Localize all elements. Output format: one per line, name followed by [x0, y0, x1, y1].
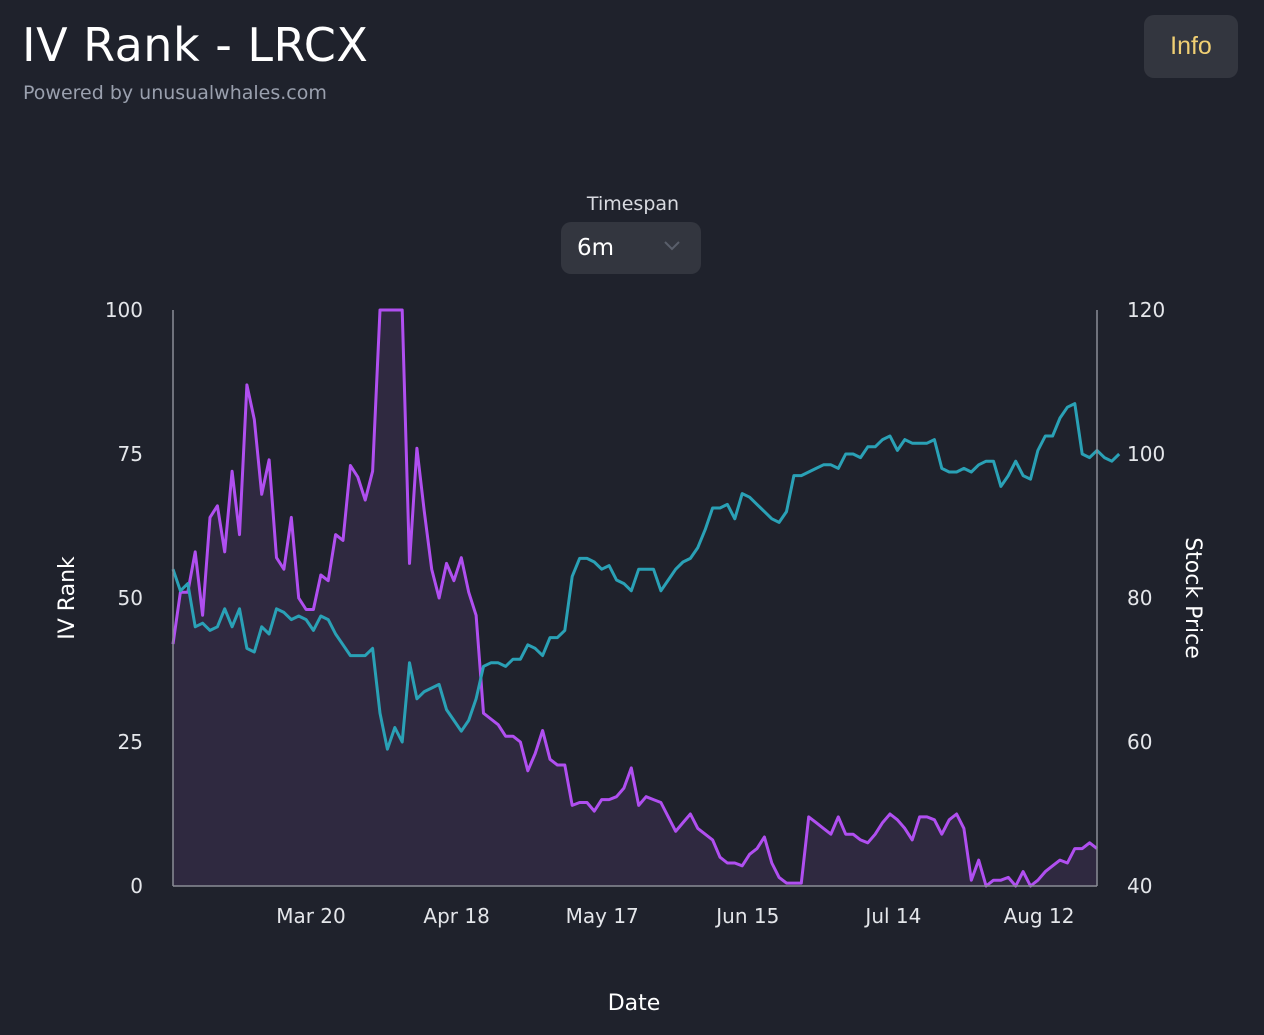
x-tick-label: Mar 20	[276, 904, 346, 928]
chevron-down-icon	[664, 241, 680, 251]
y-left-tick-label: 25	[118, 730, 143, 754]
info-button[interactable]: Info	[1144, 15, 1238, 78]
y-right-tick-label: 40	[1127, 874, 1152, 898]
page-title: IV Rank - LRCX	[22, 18, 369, 72]
x-tick-label: May 17	[566, 904, 639, 928]
y-right-tick-label: 80	[1127, 586, 1152, 610]
y-left-tick-label: 50	[118, 586, 143, 610]
stock-price-line	[171, 402, 1121, 751]
timespan-select[interactable]: 6m	[561, 222, 701, 274]
x-tick-label: Apr 18	[423, 904, 489, 928]
x-tick-label: Jun 15	[714, 904, 779, 928]
x-axis-title: Date	[608, 991, 661, 1016]
y-left-tick-label: 75	[118, 442, 143, 466]
powered-by-subtitle: Powered by unusualwhales.com	[23, 82, 327, 104]
y-left-tick-label: 0	[130, 874, 143, 898]
x-tick-label: Aug 12	[1004, 904, 1075, 928]
iv-rank-line	[171, 308, 1098, 888]
y-right-tick-label: 120	[1127, 298, 1165, 322]
iv-rank-area	[173, 310, 1097, 886]
plot-area	[171, 308, 1121, 888]
chart-axes: 0 25 50 75 100 40 60 80 100 120 Mar 20 Apr 18 May 17…	[105, 298, 1165, 928]
y-right-tick-label: 100	[1127, 442, 1165, 466]
timespan-label: Timespan	[586, 193, 680, 215]
y-axis-right-title: Stock Price	[1180, 537, 1205, 659]
y-right-tick-label: 60	[1127, 730, 1152, 754]
y-axis-left-title: IV Rank	[55, 556, 80, 640]
timespan-value: 6m	[577, 235, 615, 261]
y-left-tick-label: 100	[105, 298, 143, 322]
x-tick-label: Jul 14	[863, 904, 921, 928]
